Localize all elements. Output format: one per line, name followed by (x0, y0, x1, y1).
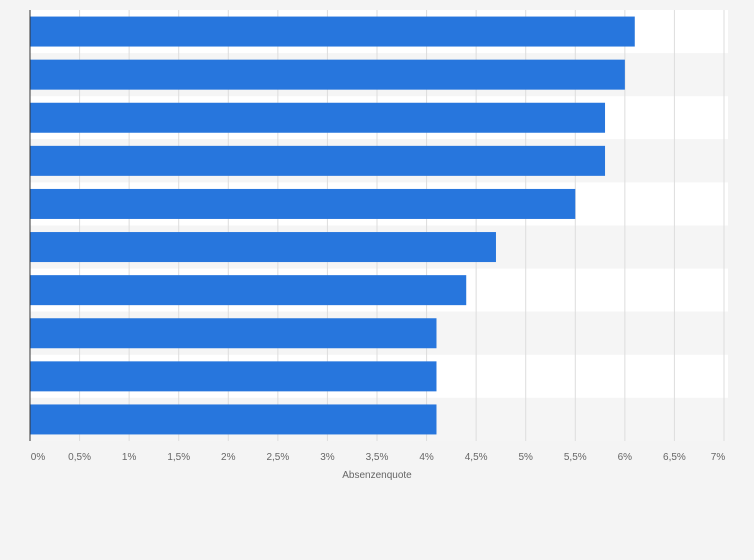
x-tick-label: 4,5% (465, 452, 488, 463)
bar (30, 59, 625, 90)
bar (30, 275, 467, 306)
bar (30, 232, 496, 263)
x-tick-label: 6% (618, 452, 633, 463)
x-tick-label: 1,5% (167, 452, 190, 463)
bar (30, 145, 606, 176)
x-tick-label: 5,5% (564, 452, 587, 463)
bar (30, 404, 437, 435)
x-tick-label: 0% (31, 452, 46, 463)
x-tick-label: 4% (419, 452, 434, 463)
bar (30, 188, 576, 219)
bar (30, 102, 606, 133)
x-tick-label: 1% (122, 452, 137, 463)
x-tick-label: 5% (518, 452, 533, 463)
bar (30, 361, 437, 392)
x-axis-label: Absenzenquote (342, 470, 412, 481)
x-tick-label: 2,5% (266, 452, 289, 463)
bars (30, 16, 635, 435)
x-tick-label: 6,5% (663, 452, 686, 463)
x-tick-label: 0,5% (68, 452, 91, 463)
x-tick-labels: 0% 0,5% 1% 1,5% 2% 2,5% 3% 3,5% 4% 4,5% 5% 5,5% 6% 6,… (31, 452, 726, 463)
x-tick-label: 2% (221, 452, 236, 463)
bar (30, 318, 437, 349)
x-tick-label: 7% (711, 452, 726, 463)
x-tick-label: 3,5% (366, 452, 389, 463)
x-tick-label: 3% (320, 452, 335, 463)
bar (30, 16, 635, 47)
